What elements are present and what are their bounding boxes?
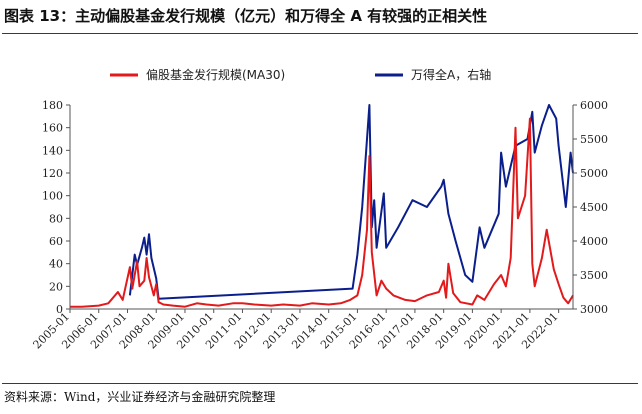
y-left-tick-label: 180 [42, 99, 63, 112]
y-right-tick-label: 5500 [580, 133, 608, 146]
y-right-tick-label: 3000 [580, 303, 608, 316]
y-right-tick-label: 6000 [580, 99, 608, 112]
series-line-wind-all-a [128, 104, 574, 300]
legend-label-wind-all-a: 万得全A，右轴 [411, 67, 491, 82]
chart: 偏股基金发行规模(MA30) 万得全A，右轴 0 20 40 60 80 100 120 140… [31, 67, 608, 351]
y-left-tick-label: 0 [56, 303, 63, 316]
y-left-tick-label: 160 [42, 122, 63, 135]
axes-layer: 0 20 40 60 80 100 120 140 160 180 3000 3500 4000 4500… [31, 99, 608, 351]
source-note: 资料来源：Wind，兴业证券经济与金融研究院整理 [4, 390, 276, 404]
y-right-tick-label: 4500 [580, 201, 608, 214]
y-left-tick-label: 20 [49, 280, 63, 293]
source-rule [2, 383, 638, 384]
y-right-tick-label: 4000 [580, 235, 608, 248]
y-left-tick-label: 80 [49, 212, 63, 225]
chart-title: 图表 13：主动偏股基金发行规模（亿元）和万得全 A 有较强的正相关性 [4, 7, 488, 25]
legend: 偏股基金发行规模(MA30) 万得全A，右轴 [110, 67, 491, 82]
y-left-tick-label: 120 [42, 167, 63, 180]
y-left-tick-label: 100 [42, 190, 63, 203]
title-rule [2, 33, 638, 34]
y-right-tick-label: 5000 [580, 167, 608, 180]
legend-label-fund-issuance: 偏股基金发行规模(MA30) [146, 67, 285, 82]
series-line-fund-issuance [70, 117, 574, 308]
y-left-tick-label: 140 [42, 144, 63, 157]
y-left-tick-label: 60 [49, 235, 63, 248]
y-right-tick-label: 3500 [580, 269, 608, 282]
series-layer [70, 104, 574, 308]
y-left-tick-label: 40 [49, 258, 63, 271]
